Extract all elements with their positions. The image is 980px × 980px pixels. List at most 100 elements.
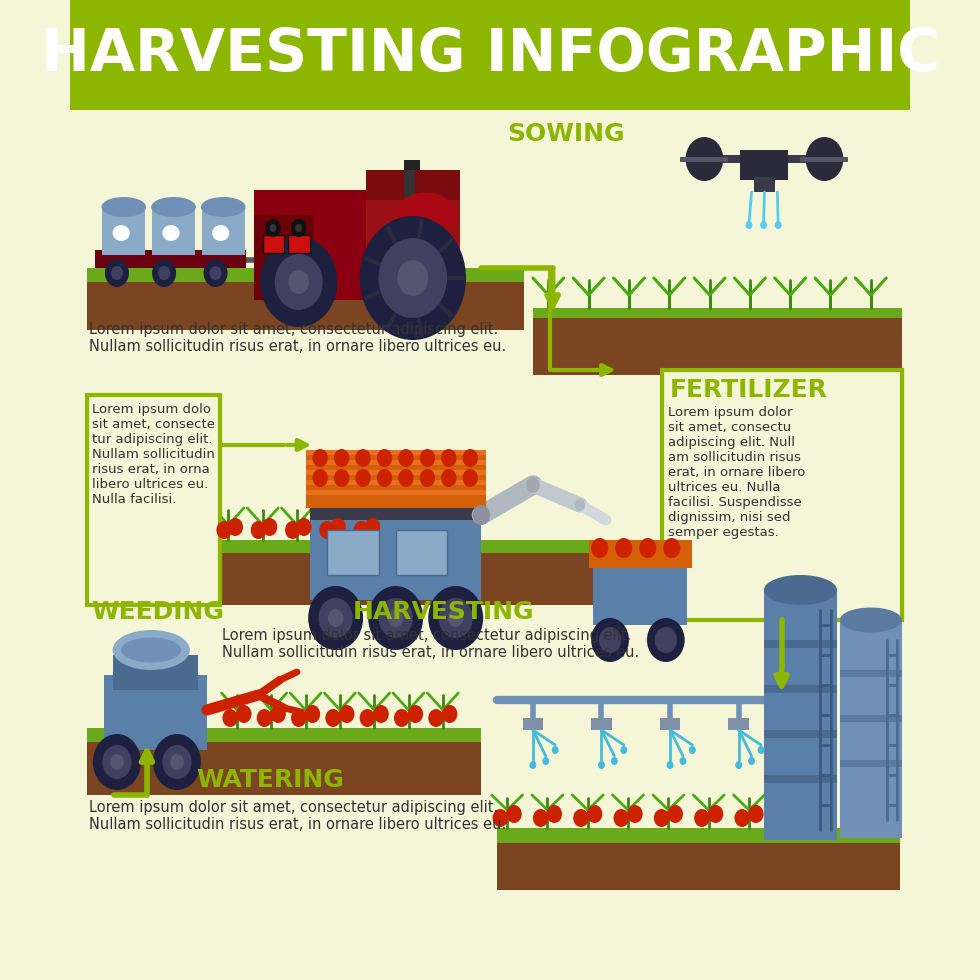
Circle shape — [376, 469, 392, 487]
Circle shape — [163, 745, 191, 779]
Circle shape — [615, 538, 632, 558]
FancyBboxPatch shape — [310, 520, 481, 600]
Text: Lorem ipsum dolor sit amet, consectetur adipiscing elit.
Nullam sollicitudin ris: Lorem ipsum dolor sit amet, consectetur … — [222, 628, 640, 661]
Circle shape — [378, 598, 413, 638]
Circle shape — [463, 449, 478, 467]
FancyBboxPatch shape — [533, 308, 902, 318]
Circle shape — [398, 469, 414, 487]
Circle shape — [620, 746, 627, 754]
FancyBboxPatch shape — [102, 205, 145, 255]
Circle shape — [266, 219, 280, 237]
Circle shape — [441, 469, 457, 487]
Circle shape — [305, 705, 320, 723]
FancyBboxPatch shape — [306, 450, 486, 508]
Circle shape — [330, 518, 346, 536]
Circle shape — [552, 746, 559, 754]
FancyBboxPatch shape — [254, 190, 443, 300]
Circle shape — [493, 809, 508, 827]
Circle shape — [328, 609, 343, 627]
Circle shape — [291, 709, 307, 727]
FancyBboxPatch shape — [764, 640, 837, 648]
Circle shape — [748, 805, 763, 823]
Circle shape — [575, 499, 585, 511]
Circle shape — [227, 518, 243, 536]
FancyBboxPatch shape — [680, 157, 728, 162]
Circle shape — [526, 477, 540, 493]
Text: HARVESTING: HARVESTING — [353, 600, 534, 624]
Circle shape — [368, 586, 423, 650]
Circle shape — [373, 705, 389, 723]
FancyBboxPatch shape — [263, 235, 284, 253]
Circle shape — [507, 805, 521, 823]
Circle shape — [666, 761, 673, 769]
FancyBboxPatch shape — [202, 205, 245, 255]
Circle shape — [735, 761, 742, 769]
Text: Lorem ipsum dolor
sit amet, consectu
adipiscing elit. Null
am sollicitudin risus: Lorem ipsum dolor sit amet, consectu adi… — [668, 406, 806, 539]
FancyBboxPatch shape — [87, 728, 481, 742]
FancyBboxPatch shape — [840, 715, 902, 722]
Circle shape — [313, 449, 328, 467]
FancyBboxPatch shape — [789, 155, 823, 163]
Text: WEEDING: WEEDING — [91, 600, 224, 624]
FancyBboxPatch shape — [764, 730, 837, 738]
Circle shape — [428, 586, 483, 650]
Ellipse shape — [122, 638, 181, 662]
FancyBboxPatch shape — [306, 480, 486, 485]
Circle shape — [217, 521, 232, 539]
Circle shape — [442, 705, 458, 723]
Circle shape — [587, 805, 603, 823]
Circle shape — [394, 709, 410, 727]
Circle shape — [236, 705, 252, 723]
Circle shape — [472, 505, 490, 525]
FancyBboxPatch shape — [104, 675, 207, 750]
Circle shape — [308, 586, 363, 650]
FancyBboxPatch shape — [404, 160, 415, 200]
Circle shape — [110, 754, 123, 770]
Circle shape — [591, 538, 609, 558]
FancyBboxPatch shape — [152, 205, 195, 255]
FancyBboxPatch shape — [801, 157, 849, 162]
FancyBboxPatch shape — [764, 590, 837, 840]
Circle shape — [647, 618, 685, 662]
FancyBboxPatch shape — [497, 828, 900, 843]
Circle shape — [613, 809, 629, 827]
Circle shape — [152, 259, 176, 287]
Ellipse shape — [151, 197, 196, 217]
Ellipse shape — [163, 225, 179, 241]
FancyBboxPatch shape — [366, 170, 460, 260]
Circle shape — [734, 809, 750, 827]
FancyBboxPatch shape — [707, 155, 741, 163]
Circle shape — [325, 709, 341, 727]
FancyBboxPatch shape — [327, 530, 378, 575]
Text: SOWING: SOWING — [508, 122, 625, 146]
FancyBboxPatch shape — [366, 170, 460, 200]
FancyBboxPatch shape — [87, 268, 524, 282]
FancyBboxPatch shape — [113, 655, 198, 690]
FancyBboxPatch shape — [497, 840, 900, 890]
FancyBboxPatch shape — [660, 718, 680, 730]
Ellipse shape — [764, 575, 837, 605]
FancyBboxPatch shape — [728, 718, 749, 730]
Text: HARVESTING INFOGRAPHIC: HARVESTING INFOGRAPHIC — [40, 26, 940, 83]
Circle shape — [102, 745, 131, 779]
Circle shape — [210, 266, 221, 280]
Circle shape — [667, 805, 683, 823]
FancyBboxPatch shape — [87, 280, 524, 330]
Circle shape — [376, 449, 392, 467]
Circle shape — [438, 598, 472, 638]
Circle shape — [547, 805, 563, 823]
Ellipse shape — [201, 197, 246, 217]
Circle shape — [448, 609, 464, 627]
Circle shape — [689, 746, 696, 754]
Circle shape — [153, 734, 201, 790]
Ellipse shape — [840, 608, 902, 632]
FancyBboxPatch shape — [306, 450, 486, 455]
Circle shape — [686, 137, 723, 181]
Circle shape — [105, 259, 129, 287]
Circle shape — [408, 705, 423, 723]
Circle shape — [360, 216, 465, 340]
Circle shape — [463, 469, 478, 487]
Ellipse shape — [396, 192, 456, 237]
Circle shape — [573, 809, 589, 827]
FancyBboxPatch shape — [396, 530, 447, 575]
